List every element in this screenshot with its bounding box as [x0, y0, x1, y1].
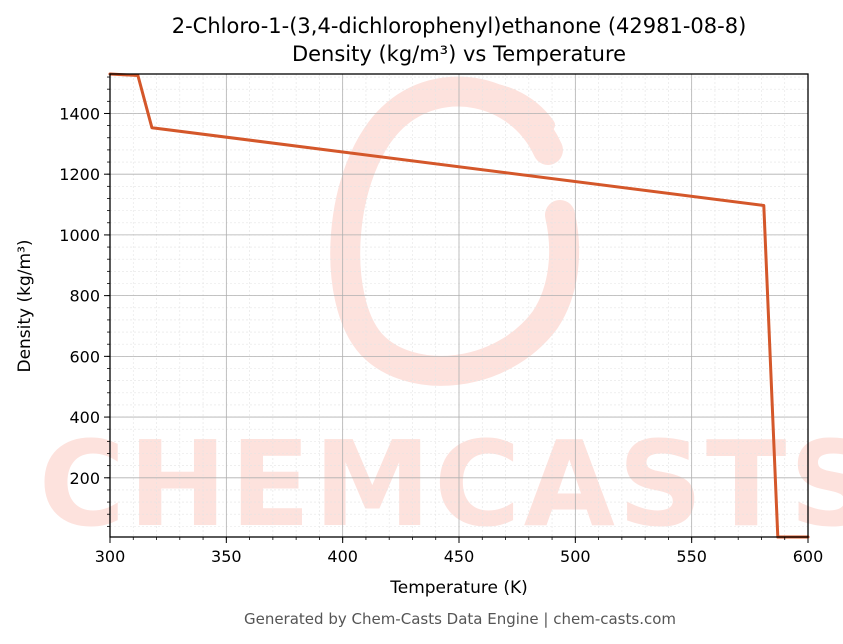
x-axis-label: Temperature (K): [389, 578, 528, 598]
watermark-text: CHEMCASTS: [39, 415, 843, 553]
y-tick-label: 1400: [59, 104, 100, 123]
x-tick-label: 550: [676, 547, 707, 566]
y-axis-label: Density (kg/m³): [15, 239, 35, 372]
ticks: [104, 76, 809, 543]
x-tick-label: 500: [560, 547, 591, 566]
y-tick-label: 1200: [59, 165, 100, 184]
chart-subtitle: Density (kg/m³) vs Temperature: [292, 42, 626, 66]
watermark-logo-swirl: [330, 76, 580, 386]
footer-credit: Generated by Chem-Casts Data Engine | ch…: [244, 610, 676, 628]
y-tick-label: 200: [69, 469, 100, 488]
x-tick-label: 350: [211, 547, 242, 566]
grid: [109, 74, 809, 537]
x-tick-label: 300: [95, 547, 126, 566]
chemcasts-watermark: CHEMCASTS: [39, 76, 843, 553]
x-tick-label: 450: [444, 547, 475, 566]
y-tick-label: 400: [69, 408, 100, 427]
y-tick-label: 1000: [59, 226, 100, 245]
y-tick-label: 800: [69, 287, 100, 306]
y-tick-labels: 200 400 600 800 1000 1200 1400: [59, 104, 100, 487]
y-tick-label: 600: [69, 347, 100, 366]
x-tick-labels: 300 350 400 450 500 550 600: [95, 547, 824, 566]
x-tick-label: 600: [793, 547, 824, 566]
chart-title: 2-Chloro-1-(3,4-dichlorophenyl)ethanone …: [172, 14, 747, 38]
x-tick-label: 400: [327, 547, 358, 566]
